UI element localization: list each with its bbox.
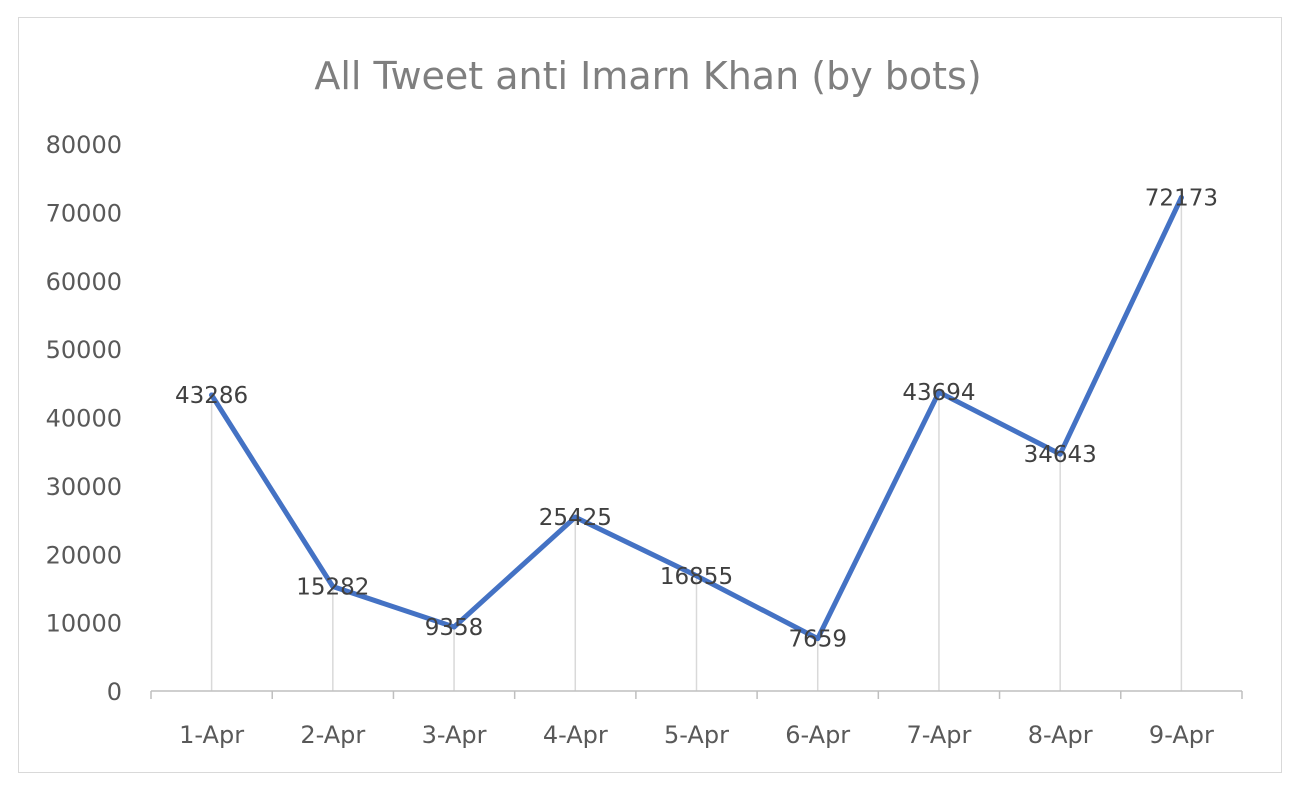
- data-label: 43694: [902, 380, 975, 406]
- y-tick-label: 80000: [46, 131, 122, 159]
- data-label: 25425: [539, 505, 612, 531]
- x-tick-label: 4-Apr: [543, 721, 608, 749]
- data-point: [209, 392, 215, 398]
- data-point: [815, 636, 821, 642]
- data-point: [694, 573, 699, 579]
- data-label: 72173: [1145, 186, 1218, 212]
- data-point: [1057, 451, 1063, 457]
- x-tick-label: 2-Apr: [300, 721, 365, 749]
- y-tick-label: 70000: [46, 199, 122, 227]
- y-axis: 0 10000 20000 30000 40000 50000 60000 70000 8000…: [46, 131, 122, 706]
- data-point: [572, 514, 578, 520]
- y-tick-label: 0: [107, 678, 122, 706]
- data-label: 15282: [296, 575, 369, 601]
- x-tick-label: 5-Apr: [664, 721, 729, 749]
- x-tick-label: 7-Apr: [906, 721, 971, 749]
- data-point: [451, 624, 457, 630]
- data-label: 9358: [425, 615, 484, 641]
- x-axis: 1-Apr 2-Apr 3-Apr 4-Apr 5-Apr 6-Apr 7-Apr 8-Apr…: [150, 690, 1243, 749]
- data-labels: 43286 15282 9358 25425 16855 7659 43694 34643 72…: [175, 186, 1218, 653]
- data-point: [330, 584, 336, 590]
- y-tick-label: 30000: [46, 473, 122, 501]
- data-point: [1178, 195, 1184, 201]
- data-label: 34643: [1024, 442, 1097, 468]
- data-label: 16855: [660, 564, 733, 590]
- x-tick-label: 8-Apr: [1028, 721, 1093, 749]
- y-tick-label: 60000: [46, 268, 122, 296]
- data-label: 7659: [788, 627, 847, 653]
- y-tick-label: 10000: [46, 610, 122, 638]
- y-tick-label: 40000: [46, 405, 122, 433]
- data-point: [936, 389, 942, 395]
- chart-frame: [18, 17, 1282, 773]
- x-tick-label: 1-Apr: [179, 721, 244, 749]
- series-line-group: [209, 195, 1184, 642]
- data-label: 43286: [175, 383, 248, 409]
- x-tick-label: 6-Apr: [785, 721, 850, 749]
- y-tick-label: 50000: [46, 336, 122, 364]
- x-tick-label: 9-Apr: [1149, 721, 1214, 749]
- x-tick-label: 3-Apr: [422, 721, 487, 749]
- chart-title: All Tweet anti Imarn Khan (by bots): [314, 54, 981, 98]
- y-tick-label: 20000: [46, 541, 122, 569]
- drop-lines: [210, 197, 1183, 691]
